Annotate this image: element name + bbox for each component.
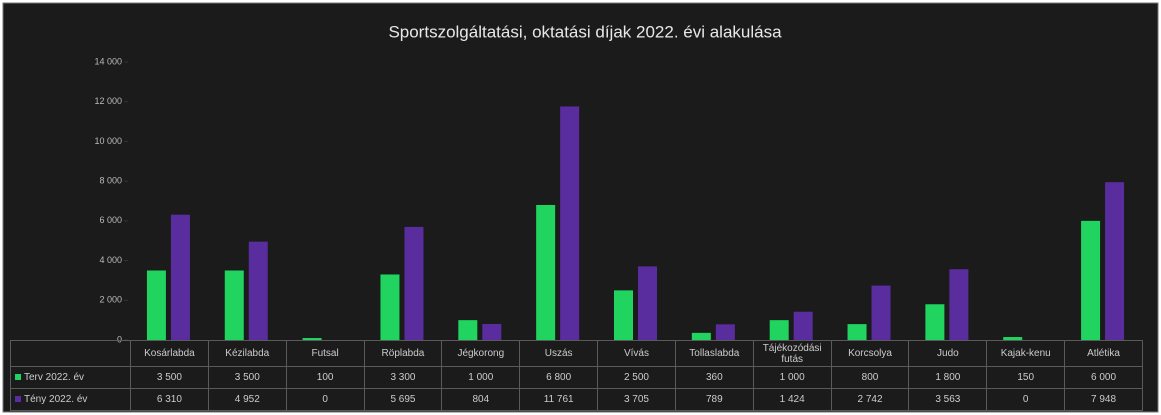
data-table: Kosárlabda Kézilabda Futsal Röplabda Jégkoro… <box>10 340 1143 411</box>
y-tick-label: 4 000 <box>99 255 122 265</box>
data-label: 3 563 <box>908 388 988 411</box>
bar <box>793 311 813 340</box>
data-label: 7 948 <box>1064 388 1143 411</box>
data-label: 11 761 <box>519 388 599 411</box>
bar <box>404 226 424 340</box>
bar <box>715 324 735 340</box>
data-label: 3 500 <box>130 366 209 389</box>
y-tick-label: 14 000 <box>94 56 122 66</box>
legend-entry: Terv 2022. év <box>10 366 131 389</box>
bar <box>1003 337 1023 340</box>
table-row: Tény 2022. év 6 310 4 952 0 5 695 804 11 761 3 … <box>10 388 1143 411</box>
bar <box>1105 182 1125 340</box>
legend-entry: Tény 2022. év <box>10 388 131 411</box>
bar <box>560 106 580 340</box>
data-label: 0 <box>285 388 365 411</box>
data-label: 800 <box>830 366 910 389</box>
bar <box>482 324 502 340</box>
data-label: 6 310 <box>130 388 209 411</box>
data-label: 804 <box>441 388 521 411</box>
legend-swatch <box>15 374 21 380</box>
bar <box>769 320 789 340</box>
data-label: 4 952 <box>207 388 287 411</box>
data-label: 789 <box>674 388 754 411</box>
data-label: 2 742 <box>830 388 910 411</box>
y-tick-label: 2 000 <box>99 295 122 305</box>
y-tick-label: 10 000 <box>94 136 122 146</box>
category-label: Judo <box>908 340 988 367</box>
bar <box>248 241 268 340</box>
bar <box>302 338 322 340</box>
data-label: 3 705 <box>597 388 676 411</box>
bar <box>847 324 867 340</box>
bar <box>170 214 190 340</box>
category-label: Tájékozódási futás <box>752 340 832 367</box>
y-tick-label: 12 000 <box>94 96 122 106</box>
category-label: Kosárlabda <box>130 340 209 367</box>
legend-label: Terv 2022. év <box>24 372 85 383</box>
bar <box>871 285 891 340</box>
data-label: 1 000 <box>441 366 521 389</box>
data-label: 1 000 <box>752 366 832 389</box>
category-label: Vívás <box>597 340 676 367</box>
bar <box>458 320 478 340</box>
data-label: 3 500 <box>207 366 287 389</box>
legend-label: Tény 2022. év <box>24 394 88 405</box>
data-label: 100 <box>285 366 365 389</box>
data-label: 0 <box>986 388 1066 411</box>
bar <box>224 270 244 340</box>
table-row: Terv 2022. év 3 500 3 500 100 3 300 1 000 6 80… <box>10 366 1143 389</box>
category-label: Atlétika <box>1064 340 1143 367</box>
category-label: Uszás <box>519 340 599 367</box>
data-label: 1 800 <box>908 366 988 389</box>
chart-title: Sportszolgáltatási, oktatási díjak 2022.… <box>388 22 782 41</box>
category-label: Korcsolya <box>830 340 910 367</box>
category-label: Kajak-kenu <box>986 340 1066 367</box>
bar <box>949 269 969 340</box>
bar <box>691 332 711 340</box>
legend-swatch <box>15 396 21 402</box>
y-tick-label: 0 <box>117 334 122 344</box>
table-corner <box>10 340 131 367</box>
category-label: Jégkorong <box>441 340 521 367</box>
bar <box>614 290 633 340</box>
data-label: 2 500 <box>597 366 676 389</box>
bar <box>1081 220 1101 340</box>
table-row: Kosárlabda Kézilabda Futsal Röplabda Jégkoro… <box>10 340 1143 367</box>
data-label: 6 000 <box>1064 366 1143 389</box>
y-tick-label: 8 000 <box>99 176 122 186</box>
category-label: Futsal <box>285 340 365 367</box>
data-label: 1 424 <box>752 388 832 411</box>
bar <box>380 274 400 340</box>
bar <box>146 270 166 340</box>
data-label: 3 300 <box>363 366 443 389</box>
bar <box>638 266 657 340</box>
data-label: 360 <box>674 366 754 389</box>
category-label: Röplabda <box>363 340 443 367</box>
category-label: Tollaslabda <box>674 340 754 367</box>
data-label: 6 800 <box>519 366 599 389</box>
data-label: 5 695 <box>363 388 443 411</box>
category-label: Kézilabda <box>207 340 287 367</box>
bar <box>536 204 556 340</box>
data-label: 150 <box>986 366 1066 389</box>
bar <box>925 304 945 340</box>
y-tick-label: 6 000 <box>99 215 122 225</box>
